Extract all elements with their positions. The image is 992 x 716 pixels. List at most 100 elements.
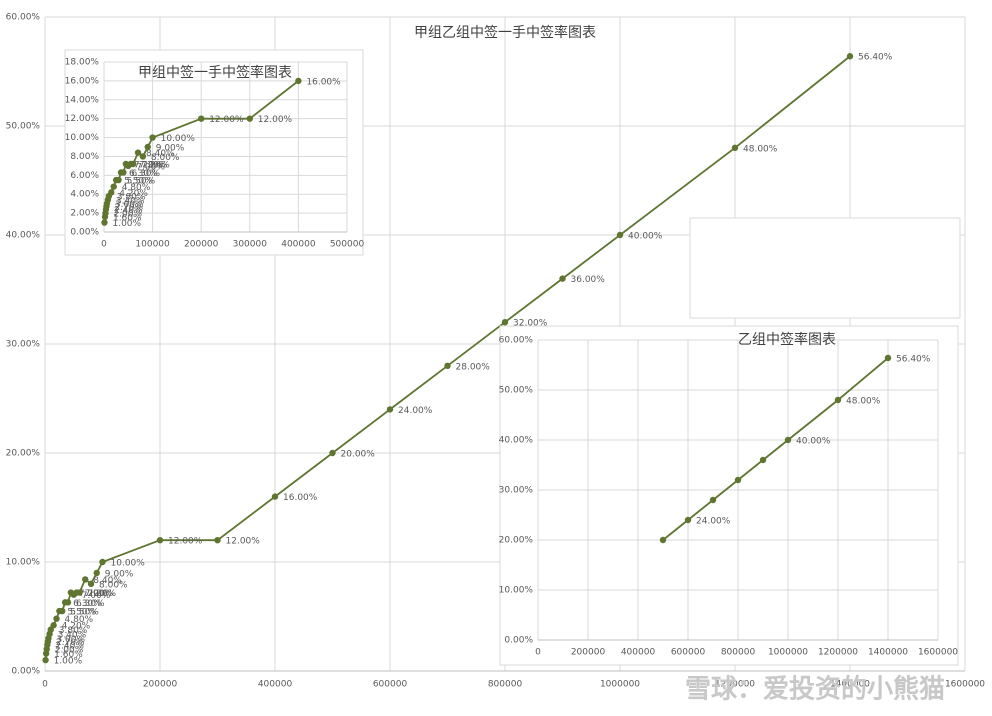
marker	[295, 77, 302, 85]
y-tick-label: 60.00%	[6, 13, 41, 23]
data-label: 2.40%	[55, 641, 84, 651]
y-tick-label: 10.00%	[499, 586, 534, 596]
marker	[784, 436, 792, 444]
x-tick-label: 200000	[571, 648, 606, 658]
y-tick-label: 50.00%	[6, 122, 41, 132]
data-label: 7.20%	[141, 161, 170, 171]
x-tick-label: 1600000	[918, 648, 958, 658]
marker	[64, 599, 72, 606]
x-tick-label: 800000	[488, 680, 523, 690]
y-tick-label: 6.00%	[70, 171, 99, 181]
data-label: 24.00%	[398, 406, 433, 416]
data-label: 8.00%	[151, 153, 180, 163]
y-tick-label: 10.00%	[65, 133, 100, 143]
data-label: 1.00%	[54, 657, 83, 667]
data-label: 7.20%	[134, 161, 163, 171]
data-label: 5.50%	[124, 177, 153, 187]
y-tick-label: 0.00%	[504, 636, 533, 646]
data-label: 3.80%	[59, 626, 88, 636]
data-label: 1.00%	[112, 219, 141, 229]
marker	[759, 456, 767, 464]
data-label: 12.00%	[168, 537, 203, 547]
data-label: 4.20%	[62, 622, 91, 632]
y-tick-label: 40.00%	[499, 436, 534, 446]
data-label: 2.70%	[56, 638, 85, 648]
data-label: 12.00%	[258, 115, 293, 125]
marker	[42, 656, 49, 664]
marker	[271, 493, 279, 500]
series-line	[662, 357, 889, 541]
x-tick-label: 500000	[330, 240, 365, 250]
marker	[214, 537, 221, 544]
y-tick-label: 16.00%	[65, 76, 100, 86]
x-tick-label: 1000000	[600, 680, 640, 690]
data-label: 4.80%	[65, 615, 94, 625]
data-label: 16.00%	[283, 493, 318, 503]
marker	[659, 536, 667, 544]
chart-title: 甲组乙组中签一手中签率图表	[414, 24, 596, 41]
data-label: 9.00%	[105, 569, 134, 579]
marker	[53, 615, 60, 622]
data-label: 7.20%	[88, 589, 117, 599]
marker	[329, 449, 336, 457]
marker	[731, 144, 739, 151]
x-tick-label: 1600000	[945, 680, 985, 690]
data-label: 56.40%	[896, 355, 931, 365]
marker	[50, 622, 57, 629]
marker	[93, 569, 100, 577]
data-label: 7.00%	[82, 591, 111, 601]
data-label: 7.20%	[79, 589, 108, 599]
data-label: 1.60%	[54, 650, 83, 660]
y-tick-label: 40.00%	[6, 231, 41, 241]
data-label: 7.00%	[136, 162, 165, 172]
y-tick-label: 2.00%	[70, 209, 99, 219]
x-tick-label: 0	[101, 240, 107, 250]
marker	[156, 537, 164, 544]
marker	[846, 53, 854, 60]
marker	[246, 115, 253, 122]
marker	[884, 354, 892, 362]
y-tick-label: 0.00%	[11, 667, 40, 677]
marker	[101, 219, 108, 226]
x-tick-label: 1000000	[768, 648, 808, 658]
data-label: 8.40%	[146, 149, 175, 159]
marker	[82, 576, 89, 583]
y-tick-label: 14.00%	[65, 95, 100, 105]
data-label: 6.30%	[131, 169, 160, 179]
data-label: 2.70%	[114, 203, 143, 213]
data-label: 40.00%	[796, 437, 831, 447]
x-tick-label: 1200000	[715, 680, 755, 690]
data-label: 2.40%	[114, 206, 143, 216]
data-label: 28.00%	[456, 362, 491, 372]
data-label: 12.00%	[226, 537, 261, 547]
data-label: 7.20%	[85, 589, 114, 599]
marker	[59, 607, 66, 615]
x-tick-label: 0	[535, 648, 541, 658]
data-label: 3.40%	[116, 196, 145, 206]
y-tick-label: 60.00%	[499, 336, 534, 346]
data-label: 3.00%	[56, 635, 85, 645]
data-label: 16.00%	[306, 77, 341, 87]
y-tick-label: 20.00%	[6, 449, 41, 459]
x-tick-label: 600000	[671, 648, 706, 658]
marker	[144, 143, 151, 151]
data-label: 5.50%	[67, 608, 96, 618]
data-label: 5.50%	[70, 608, 99, 618]
marker	[139, 153, 147, 160]
data-label: 8.40%	[93, 576, 122, 586]
y-tick-label: 30.00%	[499, 486, 534, 496]
x-tick-label: 400000	[258, 680, 293, 690]
marker	[386, 406, 394, 413]
x-tick-label: 1200000	[818, 648, 858, 658]
data-label: 6.30%	[76, 599, 105, 609]
marker	[120, 169, 127, 176]
data-label: 12.00%	[209, 115, 244, 125]
data-label: 3.80%	[117, 193, 146, 203]
data-label: 6.30%	[73, 599, 102, 609]
watermark: 雪球：爱投资的小熊猫	[685, 674, 945, 705]
data-label: 32.00%	[513, 319, 548, 329]
marker	[198, 115, 205, 122]
y-tick-label: 4.00%	[70, 190, 99, 200]
marker	[129, 160, 137, 168]
